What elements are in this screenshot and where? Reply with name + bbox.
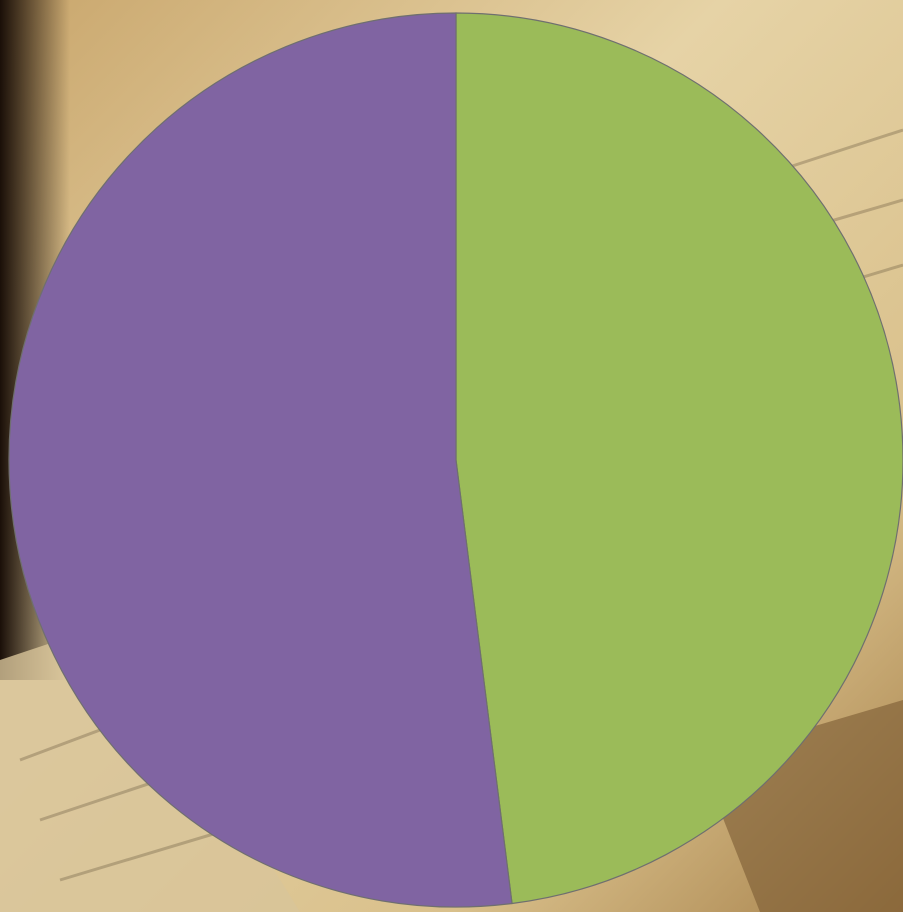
pie xyxy=(8,12,903,908)
pie-slice xyxy=(8,12,513,908)
pie-slice xyxy=(455,12,903,905)
